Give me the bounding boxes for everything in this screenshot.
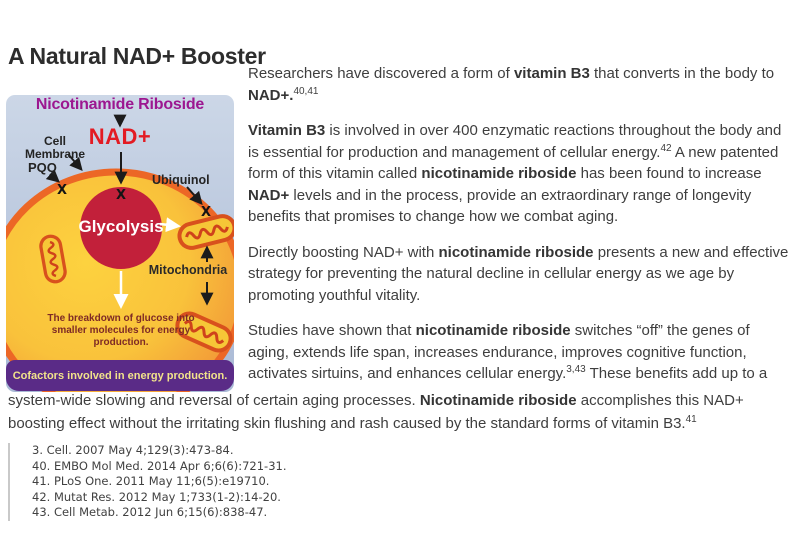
text-run: A new patented form of this vitamin call…: [248, 143, 779, 183]
text-run: switches “off” the genes of aging, exten…: [248, 322, 750, 382]
text-run: presents a new and effective strategy fo…: [248, 243, 789, 304]
text-run: NAD+.: [248, 86, 294, 104]
text-run: NAD+: [248, 186, 290, 204]
paragraph-studies: Studies have shown that nicotinamide rib…: [248, 320, 794, 385]
text-run: nicotinamide riboside: [421, 165, 577, 182]
arrow-cell-membrane: [67, 153, 83, 171]
glucose-breakdown-caption: The breakdown of glucose into smaller mo…: [47, 313, 195, 348]
text-run: system-wide slowing and reversal of cert…: [8, 392, 420, 409]
citation-superscript: 42: [660, 142, 672, 154]
ubiquinol-label: Ubiquinol: [152, 173, 210, 187]
x-mark-pqq: X: [57, 183, 67, 198]
text-run: nicotinamide riboside: [438, 243, 594, 261]
text-run: vitamin B3: [513, 65, 590, 82]
nad-label: NAD+: [88, 124, 152, 149]
paragraph-systemwide: system-wide slowing and reversal of cert…: [8, 390, 796, 435]
text-run: that converts in the body to: [589, 65, 775, 82]
footnote: 41. PLoS One. 2011 May 11;6(5):e19710.: [32, 474, 270, 488]
text-run: Nicotinamide riboside: [419, 392, 577, 409]
pqq-label: PQQ: [28, 160, 57, 175]
arrow-ubiquinol: [186, 186, 203, 205]
article-column: Researchers have discovered a form of vi…: [248, 63, 794, 399]
page-title: A Natural NAD+ Booster: [8, 43, 266, 70]
text-run: Directly boosting NAD+ with: [248, 243, 439, 261]
arrow-glycolysis-to-mito: [159, 217, 181, 233]
diagram-heading: Nicotinamide Riboside: [35, 96, 205, 113]
footnote: 40. EMBO Mol Med. 2014 Apr 6;6(6):721-31…: [32, 458, 287, 473]
cofactors-banner: Cofactors involved in energy production.: [6, 360, 234, 391]
paragraph-researchers: Researchers have discovered a form of vi…: [248, 63, 794, 106]
text-run: Vitamin B3: [248, 122, 326, 139]
cell-diagram: X X X Nicotinamide Riboside NAD+ Cell Me…: [6, 95, 234, 392]
text-run: has been found to increase: [576, 165, 762, 182]
footnotes-block: 3. Cell. 2007 May 4;129(3):473-84. 40. E…: [8, 443, 286, 521]
text-run: These benefits add up to a: [585, 365, 768, 382]
glycolysis-label: Glycolysis: [78, 217, 164, 236]
text-run: accomplishes this NAD+ boosting effect w…: [8, 392, 744, 432]
cell-membrane-label: Cell Membrane: [24, 134, 86, 161]
citation-superscript: 41: [685, 413, 697, 425]
footnote: 3. Cell. 2007 May 4;129(3):473-84.: [32, 443, 234, 457]
glycolysis-circle: [80, 187, 162, 269]
cell-diagram-graphic: X X X: [6, 95, 234, 392]
citation-superscript: 3,43: [566, 364, 586, 375]
x-mark-nad: X: [116, 188, 126, 203]
text-run: nicotinamide riboside: [415, 322, 571, 339]
footnote: 42. Mutat Res. 2012 May 1;733(1-2):14-20…: [32, 489, 281, 504]
citation-superscript: 40,41: [293, 85, 319, 97]
paragraph-directly-boosting: Directly boosting NAD+ with nicotinamide…: [248, 242, 794, 307]
text-run: levels and in the process, provide an ex…: [248, 186, 752, 226]
text-run: is involved in over 400 enzymatic reacti…: [248, 122, 782, 161]
paragraph-vitamin-b3: Vitamin B3 is involved in over 400 enzym…: [248, 120, 794, 228]
text-run: Studies have shown that: [248, 322, 416, 339]
arrow-pqq: [45, 169, 60, 183]
text-run: Researchers have discovered a form of: [248, 65, 514, 82]
footnote: 43. Cell Metab. 2012 Jun 6;15(6):838-47.: [32, 505, 268, 519]
mitochondria-label: Mitochondria: [148, 263, 228, 277]
x-mark-ubiquinol: X: [201, 205, 211, 220]
